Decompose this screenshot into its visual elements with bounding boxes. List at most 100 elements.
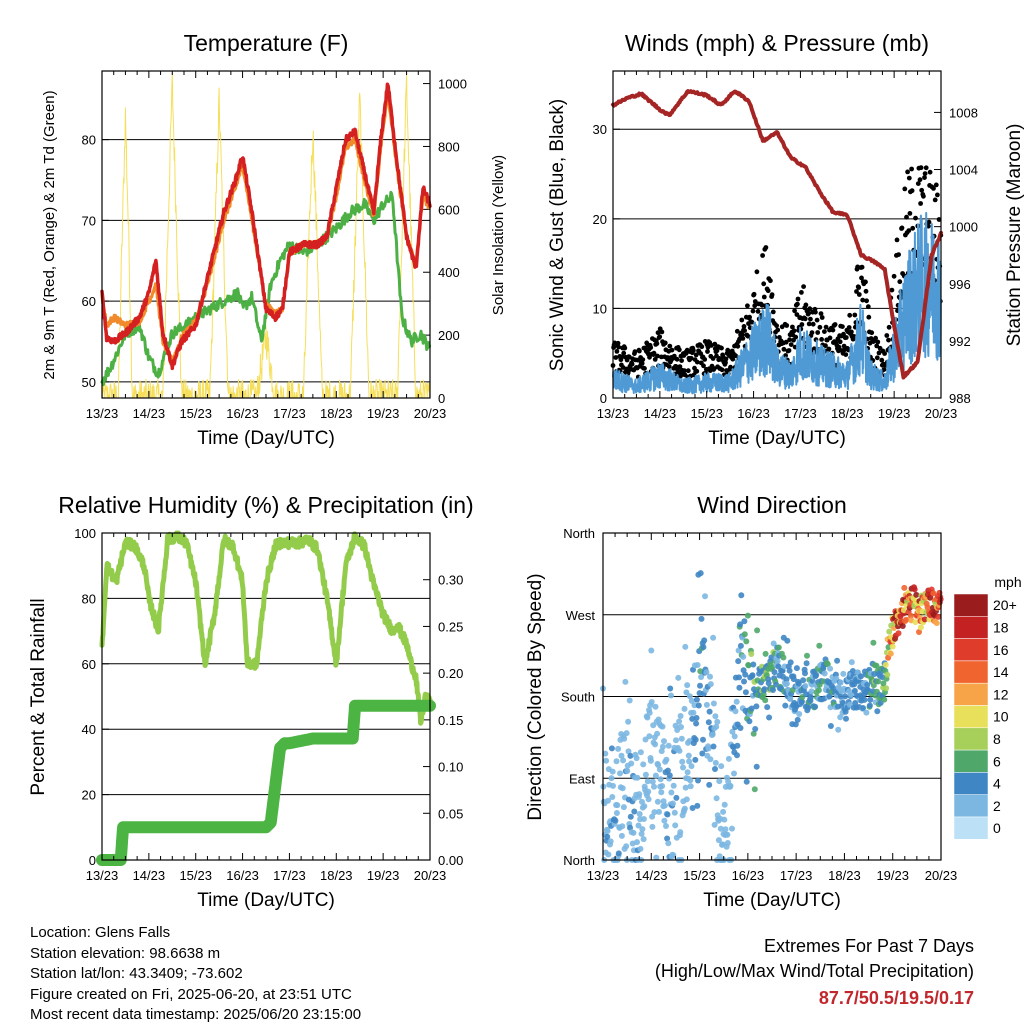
y-tick-label: 50 bbox=[82, 375, 96, 390]
direction-point bbox=[636, 811, 643, 817]
direction-point bbox=[608, 745, 615, 752]
y-axis-label: Sonic Wind & Gust (Blue, Black) bbox=[547, 99, 568, 371]
gust-point bbox=[802, 316, 808, 322]
direction-point bbox=[693, 720, 700, 727]
direction-point bbox=[783, 680, 790, 687]
gust-point bbox=[667, 343, 673, 349]
direction-point bbox=[683, 689, 690, 696]
y-right-tick-label: 1004 bbox=[949, 163, 978, 178]
direction-point bbox=[652, 741, 659, 748]
direction-point bbox=[770, 640, 777, 647]
direction-point bbox=[688, 697, 695, 704]
gust-point bbox=[654, 341, 660, 346]
direction-point bbox=[787, 695, 794, 702]
direction-point bbox=[821, 670, 828, 677]
gust-point bbox=[894, 237, 900, 243]
direction-point bbox=[714, 718, 721, 725]
direction-point bbox=[849, 668, 856, 674]
gust-point bbox=[856, 292, 862, 297]
gust-point bbox=[843, 352, 849, 357]
gust-point bbox=[875, 339, 881, 345]
colorbar-label: 6 bbox=[993, 753, 1001, 769]
direction-point bbox=[864, 682, 871, 688]
gust-point bbox=[723, 360, 728, 365]
direction-point bbox=[668, 789, 675, 796]
gust-point bbox=[725, 347, 731, 353]
direction-point bbox=[753, 763, 760, 770]
direction-point bbox=[727, 782, 734, 789]
direction-point bbox=[827, 723, 834, 729]
gust-point bbox=[866, 314, 872, 320]
direction-point bbox=[621, 735, 628, 742]
gust-point bbox=[640, 357, 646, 362]
y-right-tick-label: 600 bbox=[438, 202, 460, 217]
direction-point bbox=[705, 745, 712, 752]
figure-created: Figure created on Fri, 2025-06-20, at 23… bbox=[30, 985, 352, 1003]
direction-point bbox=[636, 791, 643, 798]
direction-point bbox=[709, 731, 716, 738]
gust-point bbox=[915, 181, 921, 187]
direction-point bbox=[678, 724, 684, 730]
direction-point bbox=[675, 674, 682, 681]
y-tick-label: East bbox=[569, 771, 595, 786]
direction-point bbox=[802, 683, 809, 689]
direction-point bbox=[707, 681, 714, 688]
direction-point bbox=[710, 743, 717, 750]
direction-point bbox=[764, 704, 771, 711]
y-tick-label: 30 bbox=[593, 122, 607, 137]
direction-point bbox=[716, 778, 723, 785]
gust-point bbox=[774, 323, 779, 329]
direction-point bbox=[812, 703, 819, 710]
gust-point bbox=[913, 215, 918, 221]
direction-point bbox=[702, 593, 708, 600]
gust-point bbox=[745, 333, 751, 339]
gust-point bbox=[909, 166, 914, 172]
direction-point bbox=[786, 667, 793, 674]
direction-point bbox=[645, 788, 652, 795]
direction-point bbox=[827, 665, 834, 672]
direction-point bbox=[795, 680, 802, 687]
gust-point bbox=[909, 188, 915, 194]
direction-point bbox=[659, 723, 666, 730]
gust-point bbox=[864, 298, 869, 304]
direction-point bbox=[609, 794, 616, 800]
gust-point bbox=[752, 299, 758, 304]
gust-point bbox=[693, 352, 699, 358]
direction-point bbox=[607, 838, 614, 845]
direction-point bbox=[737, 725, 744, 731]
direction-point bbox=[694, 802, 701, 809]
direction-point bbox=[711, 821, 718, 828]
gust-point bbox=[918, 201, 923, 206]
direction-point bbox=[631, 808, 638, 815]
gust-point bbox=[688, 355, 694, 361]
direction-point bbox=[613, 810, 620, 816]
gust-point bbox=[712, 341, 718, 347]
y-right-tick-label: 200 bbox=[438, 328, 460, 343]
gust-point bbox=[810, 321, 816, 327]
colorbar-label: 4 bbox=[993, 776, 1001, 792]
direction-point bbox=[775, 644, 782, 651]
direction-point bbox=[700, 644, 707, 651]
direction-point bbox=[713, 795, 720, 802]
direction-point bbox=[677, 713, 684, 719]
direction-point bbox=[676, 747, 683, 754]
direction-point bbox=[900, 607, 907, 614]
direction-point bbox=[665, 742, 672, 749]
y-axis-label: Percent & Total Rainfall bbox=[28, 598, 49, 795]
gust-point bbox=[662, 340, 668, 346]
gust-point bbox=[769, 292, 775, 298]
direction-point bbox=[625, 718, 632, 725]
y-tick-label: 0 bbox=[89, 853, 96, 868]
direction-point bbox=[618, 832, 625, 839]
x-tick-label: 16/23 bbox=[226, 406, 259, 421]
direction-point bbox=[703, 669, 710, 676]
x-tick-label: 14/23 bbox=[133, 406, 166, 421]
direction-point bbox=[741, 678, 747, 685]
gust-point bbox=[801, 284, 806, 289]
direction-point bbox=[933, 620, 940, 627]
y-right-tick-label: 0.05 bbox=[438, 806, 463, 821]
x-tick-label: 18/23 bbox=[831, 406, 864, 421]
direction-point bbox=[628, 760, 635, 767]
direction-point bbox=[684, 769, 691, 776]
gust-point bbox=[632, 349, 638, 355]
